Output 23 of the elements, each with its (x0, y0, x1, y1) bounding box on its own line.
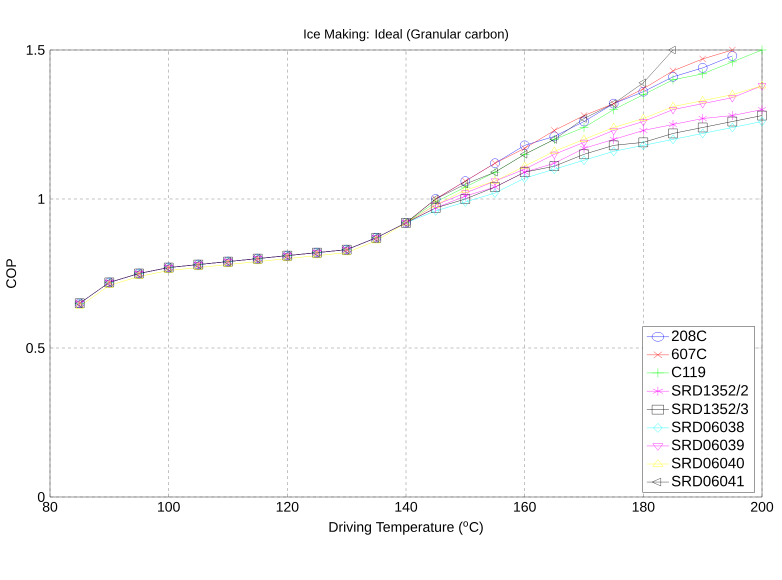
x-tick-label: 180 (632, 502, 654, 512)
legend-label: SRD1352/3 (672, 403, 748, 414)
y-axis-title: COP (6, 259, 16, 288)
legend-label: C119 (672, 366, 706, 378)
legend-label: 607C (672, 348, 706, 360)
x-tick-label: 80 (42, 502, 58, 512)
legend-label: SRD06039 (672, 440, 744, 450)
x-axis-title: Driving Temperature ($^{o}$C) (330, 521, 483, 535)
x-tick-label: 100 (158, 502, 180, 512)
y-tick-label: 0.5 (26, 343, 45, 353)
x-tick-label: 160 (514, 502, 536, 512)
y-tick-label: 1 (38, 194, 44, 204)
legend-label: 208C (672, 330, 706, 342)
legend-label: SRD06038 (672, 422, 744, 432)
legend-label: SRD06041 (672, 476, 744, 486)
x-tick-label: 140 (395, 502, 418, 512)
legend-label: SRD1352/2 (672, 384, 748, 396)
y-tick-label: 1.5 (26, 45, 45, 55)
x-tick-label: 200 (751, 502, 774, 512)
y-tick-label: 0 (38, 492, 45, 502)
x-tick-label: 120 (276, 502, 298, 512)
chart-title: Ice Making: Ideal (Granular carbon) (304, 29, 508, 42)
legend-label: SRD06040 (672, 458, 744, 468)
